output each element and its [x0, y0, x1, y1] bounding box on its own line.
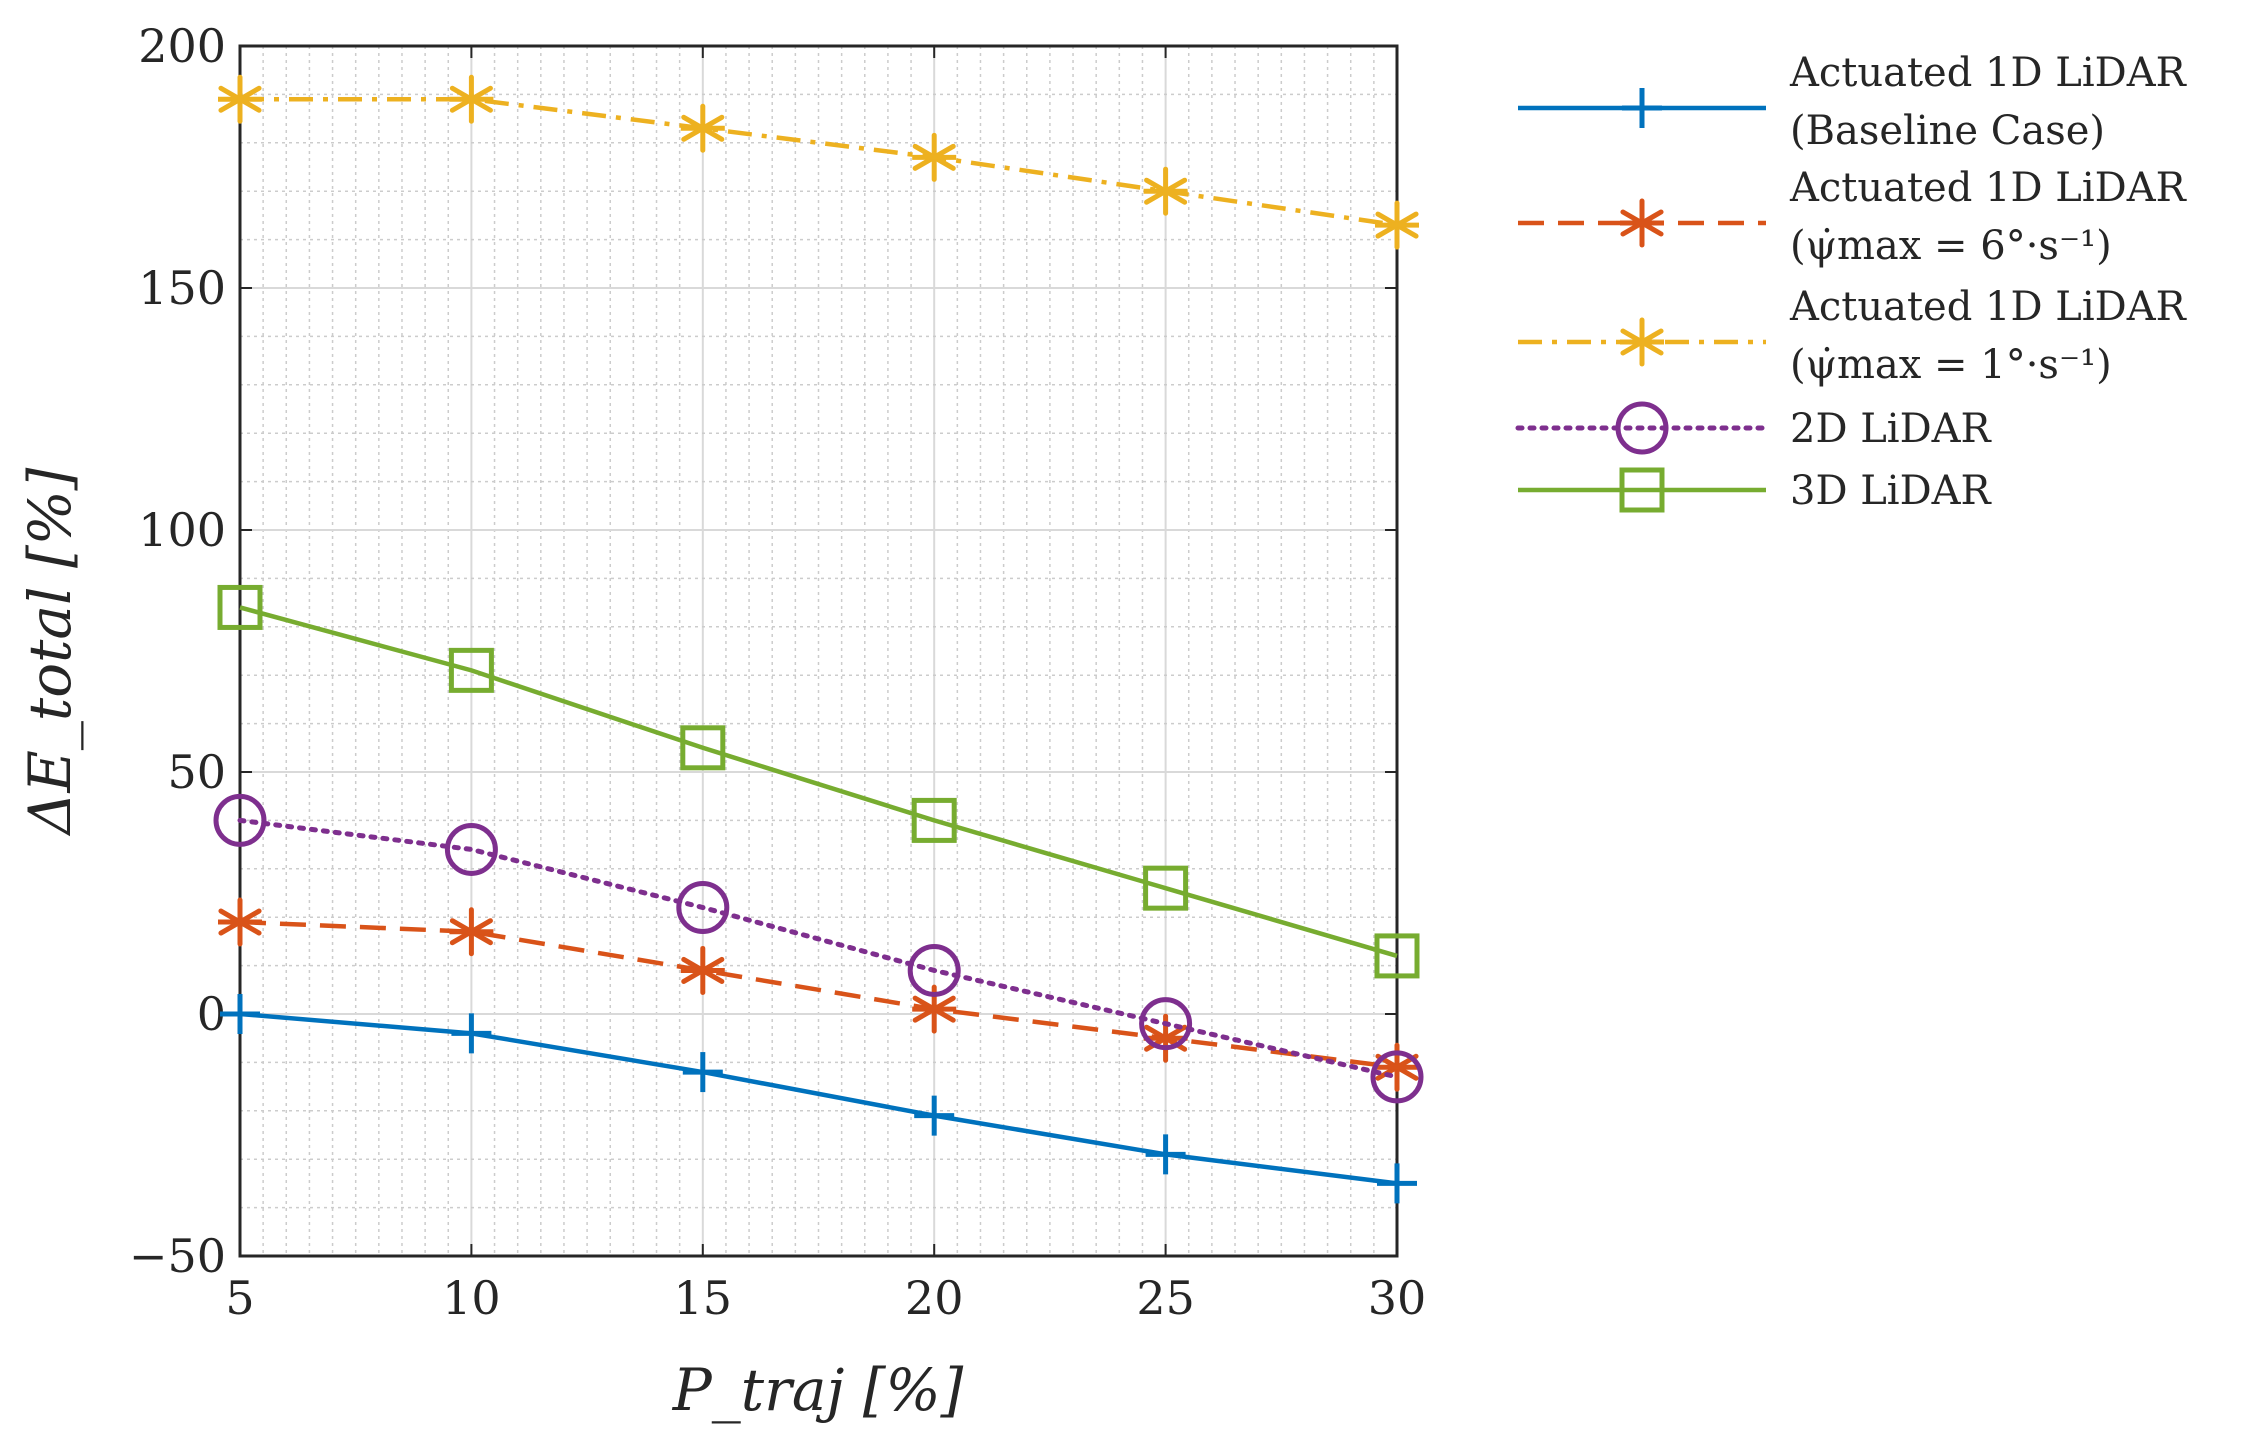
data-point [676, 881, 730, 935]
x-tick-label: 25 [1136, 1271, 1195, 1325]
x-tick-label: 10 [442, 1271, 501, 1325]
legend-label: Actuated 1D LiDAR [1789, 284, 2188, 330]
data-point [911, 797, 957, 843]
legend-item: 3D LiDAR [1518, 467, 1993, 514]
series-2 [218, 897, 1419, 1092]
legend-item: 2D LiDAR [1515, 401, 1993, 455]
data-point [907, 943, 961, 997]
data-point [217, 584, 263, 630]
legend-marker [1622, 88, 1662, 128]
x-tick-label: 20 [905, 1271, 964, 1325]
data-point [1143, 865, 1189, 911]
legend-marker [1615, 401, 1669, 455]
data-point [1143, 166, 1188, 216]
series-3 [218, 74, 1419, 250]
data-point [449, 74, 494, 124]
y-tick-label: 100 [138, 503, 226, 557]
data-point [444, 822, 498, 876]
x-axis: 5 10 15 20 25 30 [225, 46, 1426, 1325]
data-point [682, 1052, 723, 1093]
data-point [1374, 933, 1420, 979]
data-point [914, 1095, 955, 1136]
data-point [218, 897, 262, 947]
legend-label: 2D LiDAR [1790, 406, 1993, 452]
legend-label: Actuated 1D LiDAR [1789, 50, 2188, 96]
plot-area [238, 44, 1399, 1258]
data-point [912, 132, 957, 182]
series-line [239, 605, 1398, 959]
data-point [448, 647, 494, 693]
legend: Actuated 1D LiDAR(Baseline Case)Actuated… [1515, 50, 2188, 514]
data-point [451, 1013, 492, 1054]
legend-item: Actuated 1D LiDAR (ψ̇max = 6°·s⁻¹) [1518, 165, 2188, 269]
y-axis-label: ΔE_total [%] [16, 467, 84, 836]
legend-label: Actuated 1D LiDAR [1789, 165, 2188, 211]
legend-marker [1620, 317, 1664, 367]
axis-labels: P_traj [%] ΔE_total [%] [16, 467, 964, 1424]
legend-marker [1619, 467, 1665, 513]
legend-item: Actuated 1D LiDAR (Baseline Case) [1518, 50, 2188, 154]
legend-label: 3D LiDAR [1790, 468, 1993, 514]
x-tick-label: 15 [674, 1271, 733, 1325]
legend-label: (ψ̇max = 6°·s⁻¹) [1790, 223, 2112, 269]
legend-marker [1620, 198, 1664, 248]
data-point [1145, 1134, 1186, 1175]
y-tick-label: −50 [129, 1229, 226, 1283]
series-line [239, 919, 1398, 1070]
data-point [220, 994, 260, 1034]
series-line [239, 1011, 1398, 1186]
series-4 [213, 793, 1424, 1104]
x-tick-label: 30 [1368, 1271, 1427, 1325]
data-point [218, 74, 262, 124]
data-point [1139, 997, 1193, 1051]
y-tick-label: 50 [167, 745, 226, 799]
legend-item: Actuated 1D LiDAR (ψ̇max = 1°·s⁻¹) [1518, 284, 2188, 388]
x-axis-label: P_traj [%] [672, 1356, 964, 1424]
data-point [680, 103, 725, 153]
data-point [213, 793, 267, 847]
series-group [213, 74, 1424, 1204]
data-point [1370, 1050, 1424, 1104]
y-tick-label: 200 [138, 19, 226, 73]
data-point [680, 725, 726, 771]
y-tick-label: 150 [138, 261, 226, 315]
legend-label: (ψ̇max = 1°·s⁻¹) [1790, 342, 2112, 388]
series-5 [217, 584, 1420, 979]
data-point [680, 945, 725, 995]
data-point [449, 907, 494, 957]
legend-label: (Baseline Case) [1790, 108, 2105, 154]
data-point [1377, 1163, 1417, 1204]
series-1 [220, 994, 1417, 1204]
data-point [1375, 200, 1419, 250]
x-tick-label: 5 [225, 1271, 254, 1325]
series-line [237, 817, 1400, 1080]
